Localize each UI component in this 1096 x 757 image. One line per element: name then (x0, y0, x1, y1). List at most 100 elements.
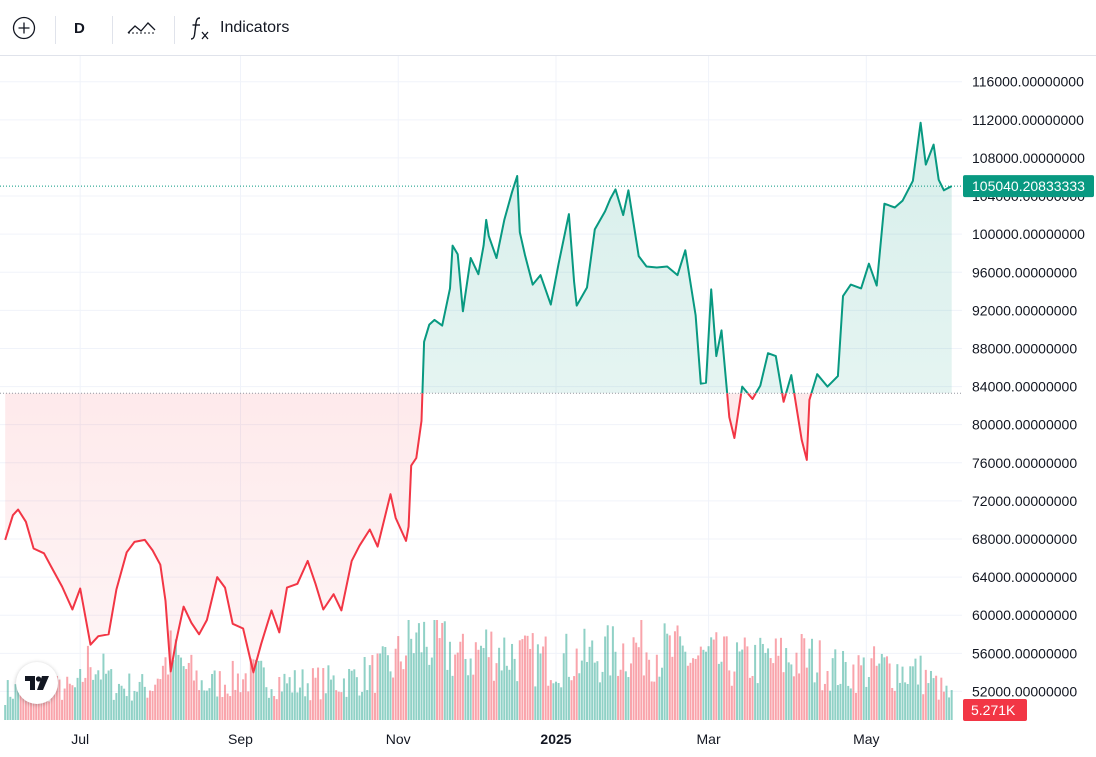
volume-bar (314, 677, 317, 720)
volume-bar (379, 653, 382, 720)
price-chart[interactable]: 116000.00000000 112000.00000000 108000.000… (0, 56, 1096, 752)
volume-bar (754, 644, 757, 720)
volume-bar (875, 665, 878, 720)
volume-bar (337, 691, 340, 720)
price-axis[interactable]: 116000.00000000 112000.00000000 108000.000… (963, 74, 1094, 721)
volume-bar (441, 622, 444, 720)
volume-bar (697, 655, 700, 720)
volume-bar (17, 689, 20, 720)
compare-icon (127, 22, 156, 34)
volume-bar (412, 653, 415, 720)
toolbar-divider (174, 16, 175, 44)
volume-bar (935, 675, 938, 720)
volume-bar (736, 642, 739, 720)
volume-bar (518, 640, 521, 720)
volume-bar (702, 649, 705, 720)
toolbar-divider (112, 16, 113, 44)
volume-bar (94, 674, 97, 720)
volume-bar (552, 683, 555, 720)
interval-button[interactable]: D (74, 10, 98, 46)
volume-bar (531, 633, 534, 720)
volume-bar (283, 673, 286, 720)
volume-bar (606, 625, 609, 720)
volume-bar (782, 672, 785, 720)
volume-bar (482, 648, 485, 720)
volume-bar (723, 636, 726, 720)
volume-bar (373, 692, 376, 720)
volume-bar (914, 658, 917, 720)
y-tick-label: 68000.00000000 (972, 531, 1077, 547)
volume-bar (358, 695, 361, 720)
volume-bar (800, 634, 803, 720)
volume-bar (273, 696, 276, 720)
y-tick-label: 60000.00000000 (972, 607, 1077, 623)
volume-bar (350, 670, 353, 720)
volume-bar (58, 679, 61, 720)
volume-bar (288, 677, 291, 720)
volume-bar (730, 685, 733, 720)
volume-bar (244, 673, 247, 720)
volume-bar (138, 681, 141, 720)
price-line-above-baseline[interactable] (5, 121, 953, 673)
volume-bar (218, 671, 221, 720)
chart-pane[interactable]: 116000.00000000 112000.00000000 108000.000… (0, 56, 1096, 752)
volume-bar (136, 691, 139, 720)
volume-bar (223, 684, 226, 720)
interval-label: D (74, 19, 85, 37)
volume-bar (143, 686, 146, 720)
volume-bar (648, 659, 651, 720)
volume-bar (704, 651, 707, 720)
volume-bar (635, 642, 638, 720)
volume-bar (371, 655, 374, 720)
volume-bar (376, 653, 379, 720)
volume-bar (557, 683, 560, 720)
x-tick-label: Jul (71, 731, 89, 747)
volume-bar (107, 670, 110, 720)
indicators-button[interactable]: Indicators (188, 10, 289, 46)
volume-bar (180, 657, 183, 720)
volume-bar (829, 690, 832, 720)
volume-bar (746, 646, 749, 720)
volume-bar (567, 676, 570, 720)
indicators-label: Indicators (220, 19, 290, 36)
volume-bar (891, 687, 894, 720)
volume-bar (355, 677, 358, 720)
volume-bar (642, 675, 645, 720)
volume-bar (761, 643, 764, 720)
x-tick-label: Mar (697, 731, 721, 747)
volume-bar (487, 657, 490, 720)
time-axis[interactable]: Jul Sep Nov 2025 Mar May (71, 731, 879, 747)
price-line-below-baseline[interactable] (4, 123, 952, 674)
volume-bar (247, 691, 250, 720)
volume-bar (777, 655, 780, 720)
tradingview-logo[interactable] (16, 662, 58, 704)
volume-bar (472, 674, 475, 720)
volume-bar (448, 641, 451, 720)
volume-bar (6, 680, 9, 720)
volume-histogram (4, 620, 953, 720)
volume-bar (340, 692, 343, 720)
chart-toolbar: D Indicators (0, 0, 1096, 56)
volume-bar (611, 626, 614, 720)
volume-bar (836, 685, 839, 720)
volume-bar (417, 623, 420, 720)
volume-bar (76, 677, 79, 720)
volume-bar (151, 690, 154, 720)
volume-bar (443, 621, 446, 720)
volume-bar (805, 667, 808, 720)
volume-bar (461, 633, 464, 720)
volume-bar (756, 683, 759, 720)
y-tick-label: 76000.00000000 (972, 455, 1077, 471)
compare-button[interactable] (126, 10, 160, 46)
add-symbol-button[interactable] (10, 10, 40, 46)
volume-bar (857, 655, 860, 720)
volume-bar (68, 683, 71, 720)
volume-bar (454, 654, 457, 720)
volume-bar (66, 676, 69, 720)
volume-bar (278, 676, 281, 720)
volume-bar (177, 654, 180, 720)
volume-bar (629, 663, 632, 720)
volume-bar (658, 676, 661, 720)
volume-bar (785, 648, 788, 720)
volume-bar (61, 699, 64, 720)
